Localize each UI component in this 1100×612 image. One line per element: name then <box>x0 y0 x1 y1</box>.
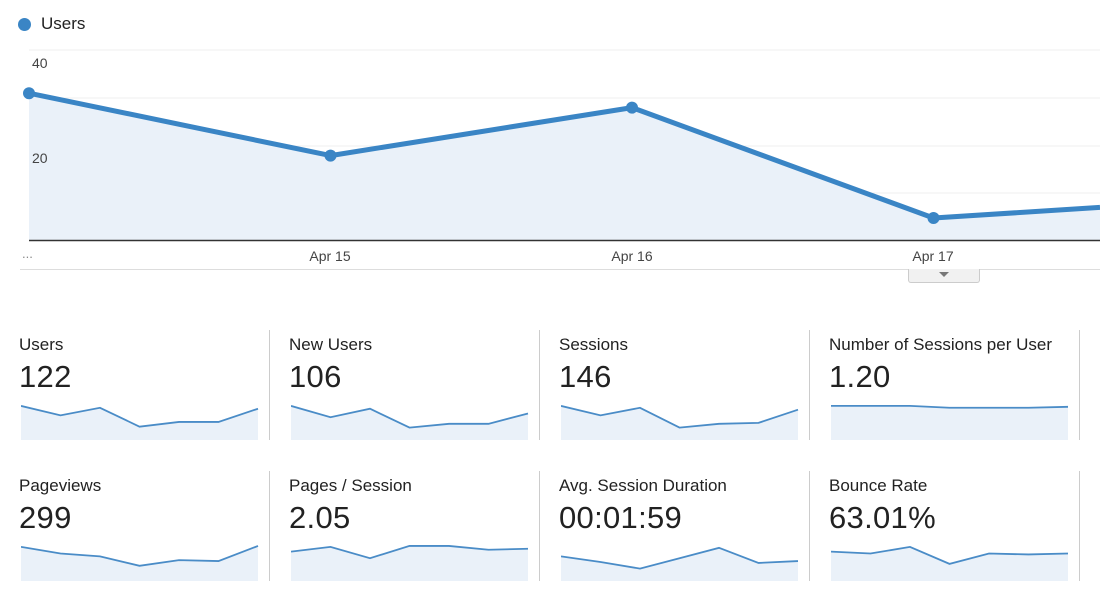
metric-label: Bounce Rate <box>829 476 928 495</box>
users-line-chart: Users 40 20 ... Apr 15 Apr 16 Apr 17 <box>0 0 1100 290</box>
legend-dot-icon <box>18 17 31 31</box>
y-tick-20: 20 <box>32 150 48 166</box>
metric-value: 106 <box>289 359 342 394</box>
sparkline <box>21 545 259 581</box>
metric-label: Sessions <box>559 335 628 354</box>
sparkline <box>831 545 1069 581</box>
y-tick-40: 40 <box>32 55 48 71</box>
metric-sessions[interactable]: Sessions 146 <box>540 330 810 440</box>
x-tick-apr16: Apr 16 <box>611 248 653 264</box>
metrics-grid: Users 122 New Users 106 Sessions 146 Num… <box>0 330 1100 612</box>
metric-sessions-per-user[interactable]: Number of Sessions per User 1.20 <box>810 330 1080 440</box>
sparkline <box>291 545 529 581</box>
sparkline <box>561 405 799 440</box>
metric-value: 299 <box>19 500 72 535</box>
chart-legend: Users <box>18 14 85 34</box>
metric-new-users[interactable]: New Users 106 <box>270 330 540 440</box>
metric-value: 1.20 <box>829 359 891 394</box>
metric-pages-per-session[interactable]: Pages / Session 2.05 <box>270 471 540 581</box>
metric-pageviews[interactable]: Pageviews 299 <box>0 471 270 581</box>
metric-label: New Users <box>289 335 373 354</box>
legend-label: Users <box>41 14 86 33</box>
metric-label: Pages / Session <box>289 476 412 495</box>
sparkline <box>21 405 259 440</box>
sparkline <box>561 546 799 581</box>
metric-bounce-rate[interactable]: Bounce Rate 63.01% <box>810 471 1080 581</box>
metric-value: 146 <box>559 359 612 394</box>
x-tick-apr17: Apr 17 <box>912 248 954 264</box>
chart-plot-area[interactable] <box>0 0 1100 290</box>
x-tick-apr15: Apr 15 <box>309 248 351 264</box>
metrics-row-2: Pageviews 299 Pages / Session 2.05 Avg. … <box>0 471 1100 591</box>
metrics-row-1: Users 122 New Users 106 Sessions 146 Num… <box>0 330 1100 450</box>
metric-users[interactable]: Users 122 <box>0 330 270 440</box>
metric-avg-session-duration[interactable]: Avg. Session Duration 00:01:59 <box>540 471 810 581</box>
metric-label: Pageviews <box>19 476 102 495</box>
sparkline <box>831 404 1069 440</box>
metric-label: Avg. Session Duration <box>559 476 727 495</box>
chart-collapse-toggle[interactable] <box>908 269 980 283</box>
x-tick-ellipsis: ... <box>22 246 33 261</box>
metric-value: 00:01:59 <box>559 500 683 535</box>
metric-label: Users <box>19 335 64 354</box>
metric-value: 122 <box>19 359 72 394</box>
metric-value: 2.05 <box>289 500 351 535</box>
metric-value: 63.01% <box>829 500 936 535</box>
caret-down-icon <box>939 272 949 277</box>
sparkline <box>291 405 529 440</box>
metric-label: Number of Sessions per User <box>829 335 1052 354</box>
